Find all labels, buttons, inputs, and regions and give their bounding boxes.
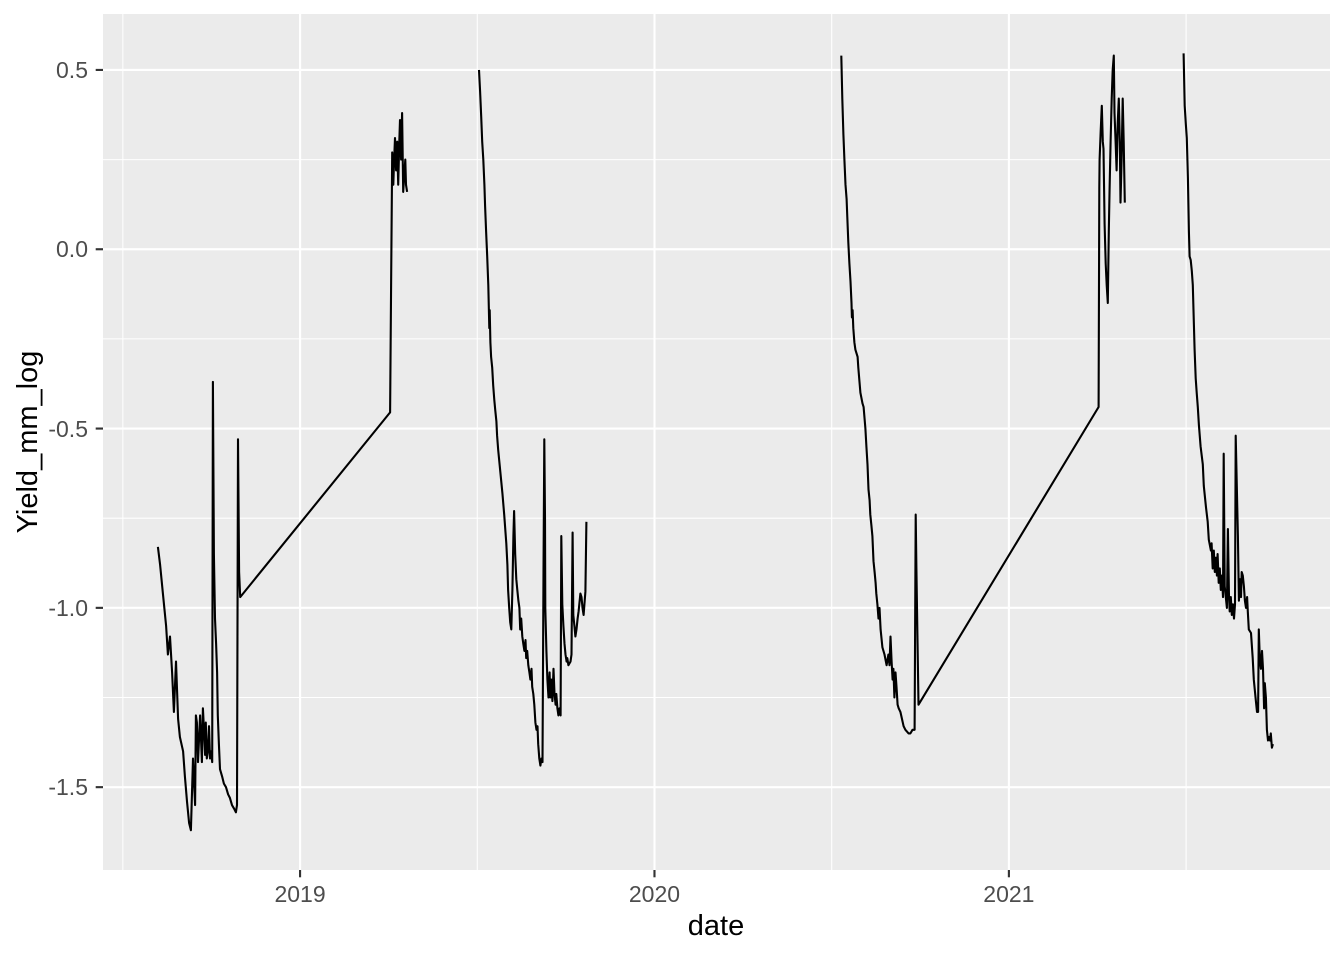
x-axis-title: date: [687, 910, 745, 942]
series-line: [156, 111, 409, 832]
y-axis-title: Yield_mm_log: [12, 350, 44, 534]
x-tick-label: 2021: [983, 881, 1035, 907]
series-line: [1182, 53, 1274, 749]
x-tick-label: 2020: [628, 881, 681, 907]
series-line: [477, 69, 588, 767]
y-tick-label: -1.0: [48, 594, 88, 621]
y-tick-label: 0.5: [56, 56, 88, 83]
x-tick-label: 2019: [274, 881, 326, 907]
plot-panel: [103, 14, 1330, 870]
y-tick-label: -1.5: [48, 774, 88, 801]
series-line: [840, 54, 1126, 735]
y-tick-label: 0.0: [56, 236, 88, 263]
y-tick-label: -0.5: [48, 415, 88, 442]
